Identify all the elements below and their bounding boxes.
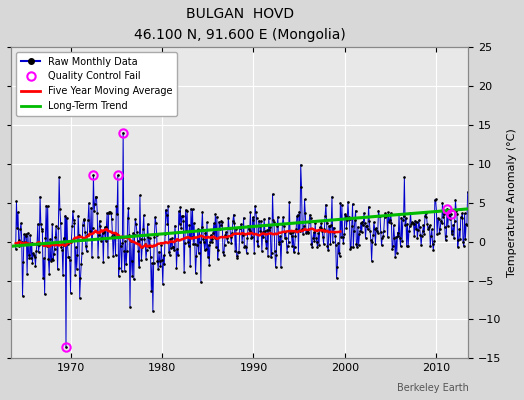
Title: BULGAN  HOVD
46.100 N, 91.600 E (Mongolia): BULGAN HOVD 46.100 N, 91.600 E (Mongolia… <box>134 7 346 42</box>
Text: Berkeley Earth: Berkeley Earth <box>397 383 468 393</box>
Y-axis label: Temperature Anomaly (°C): Temperature Anomaly (°C) <box>507 128 517 277</box>
Legend: Raw Monthly Data, Quality Control Fail, Five Year Moving Average, Long-Term Tren: Raw Monthly Data, Quality Control Fail, … <box>16 52 178 116</box>
